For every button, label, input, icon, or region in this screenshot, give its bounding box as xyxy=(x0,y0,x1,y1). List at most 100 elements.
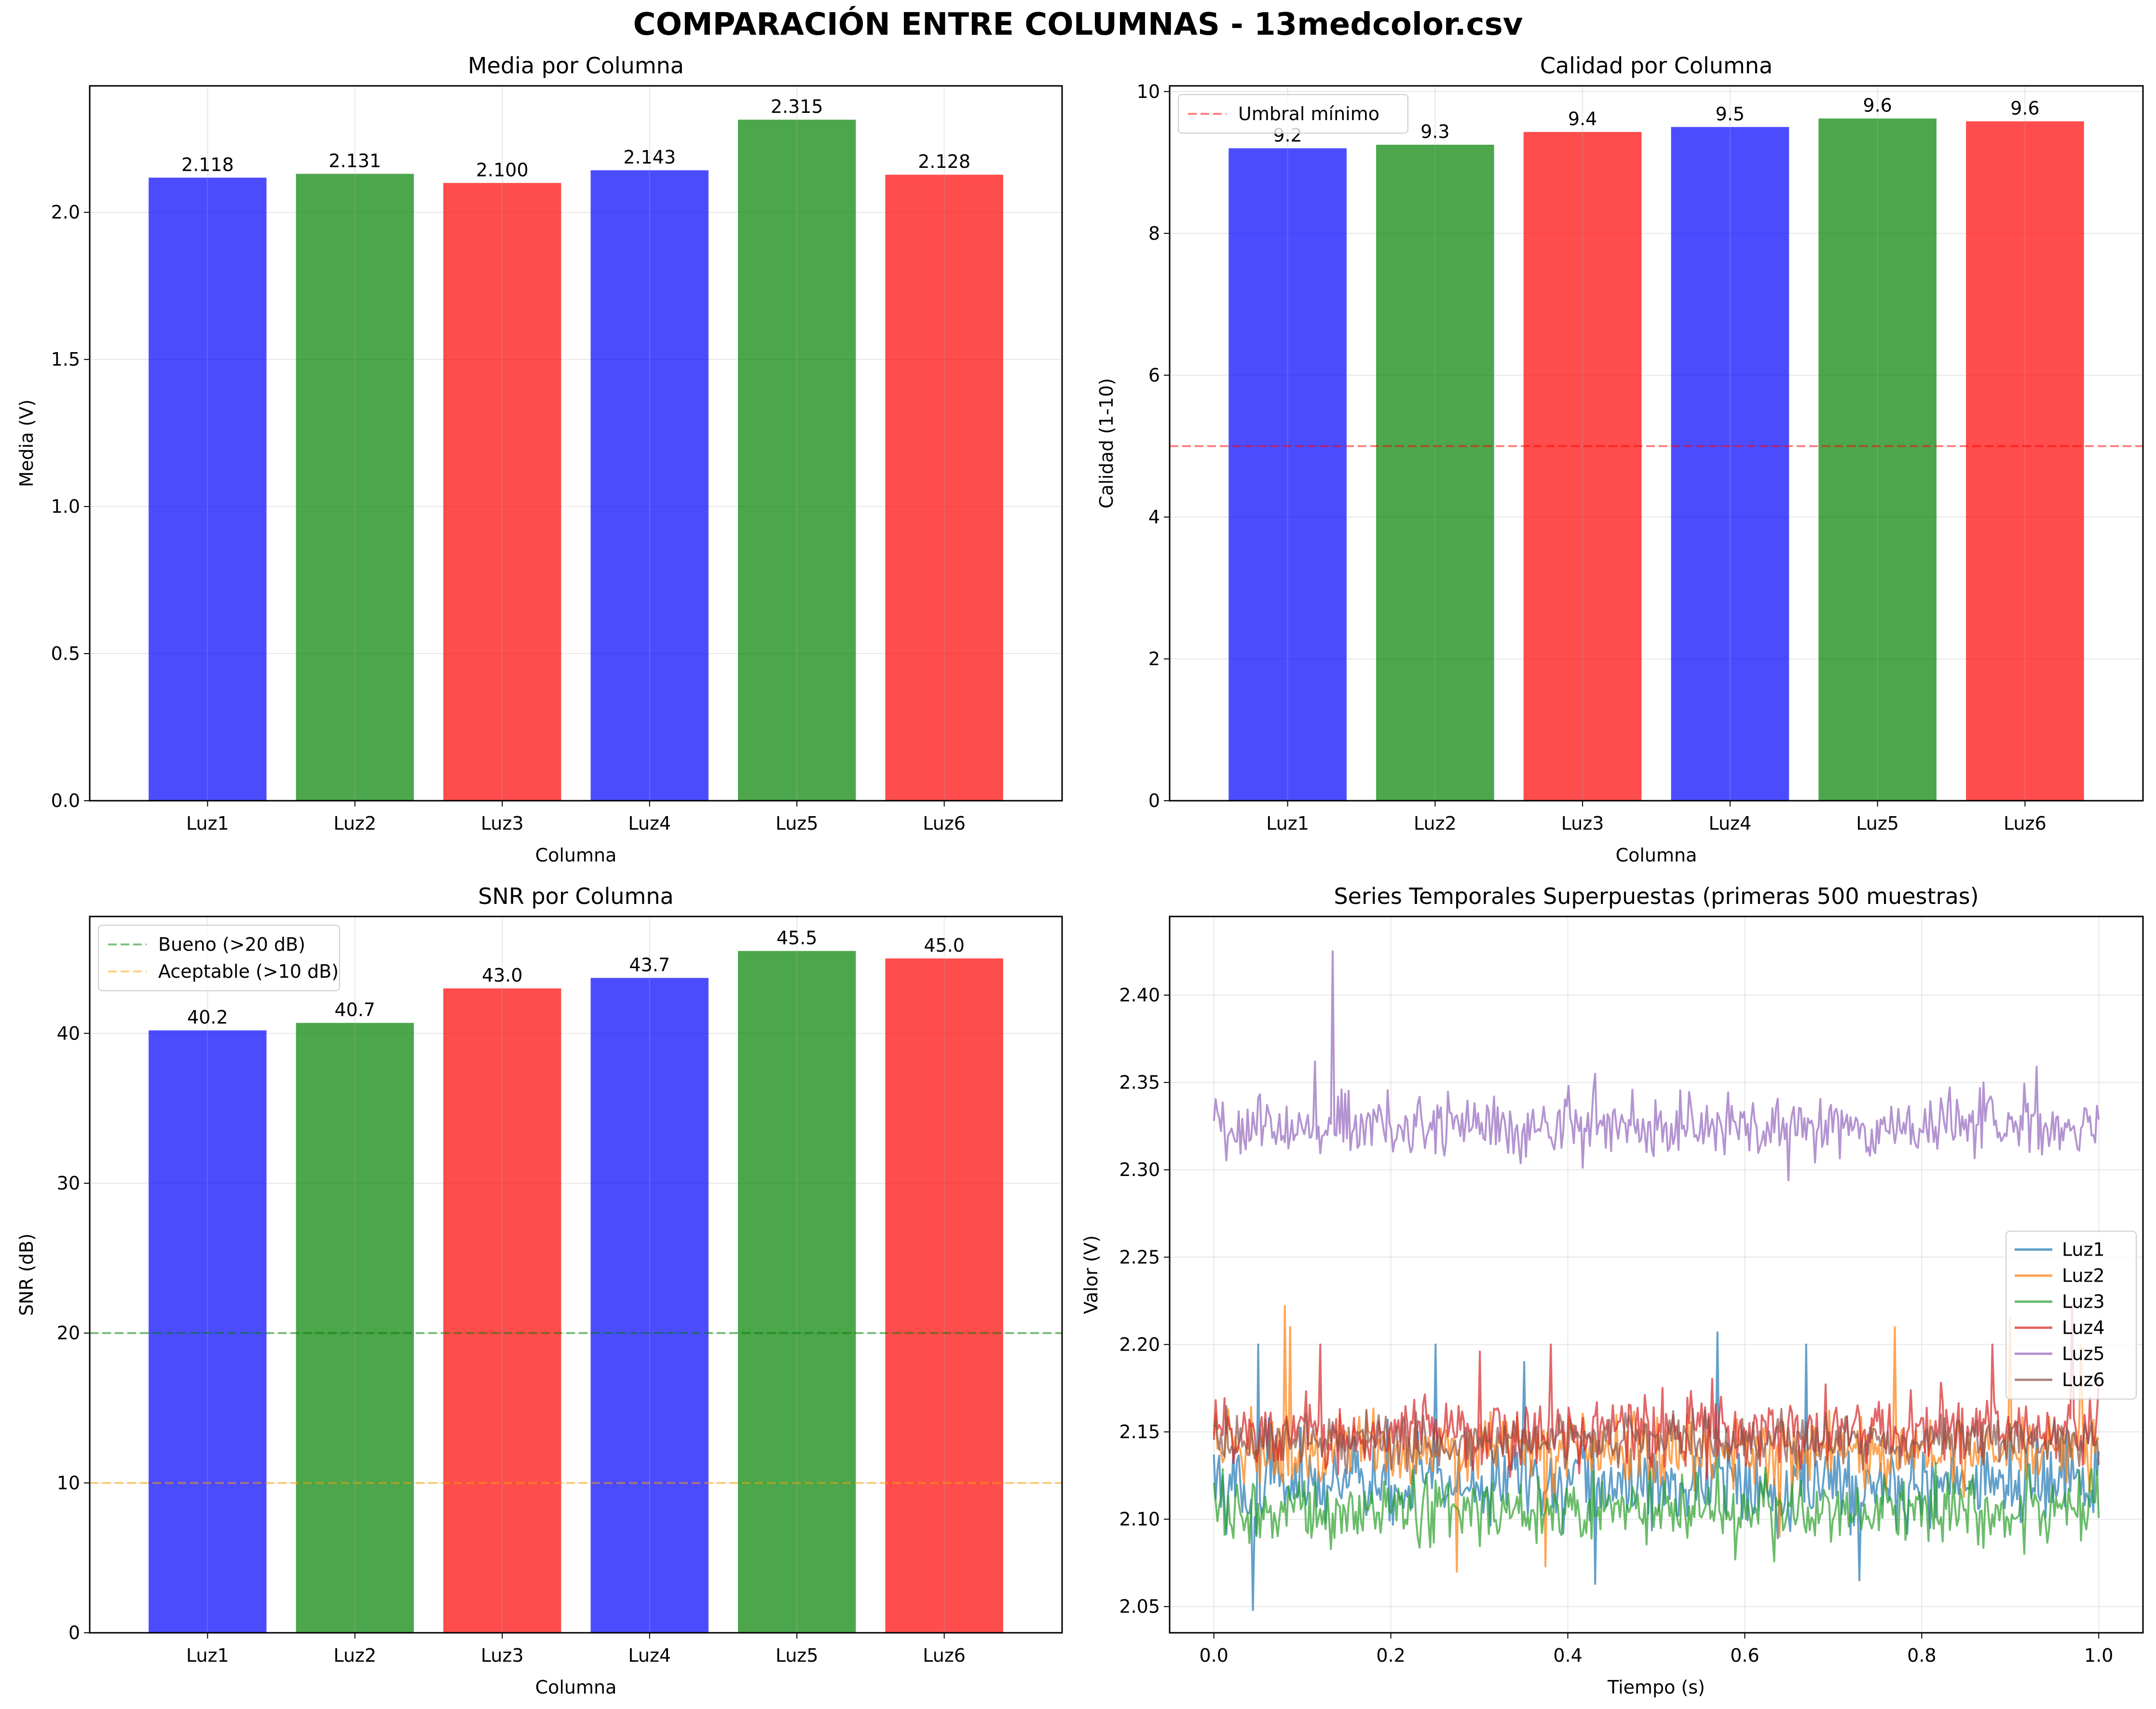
legend-label: Luz2 xyxy=(2062,1265,2105,1286)
bar-luz2 xyxy=(1376,145,1494,801)
bar-luz1 xyxy=(1228,148,1347,801)
bar-luz3 xyxy=(1523,132,1642,801)
x-tick-label: 0.4 xyxy=(1553,1645,1582,1666)
y-tick-label: 2.35 xyxy=(1119,1072,1160,1093)
axes-frame xyxy=(1169,85,2144,802)
x-tick-label: Luz1 xyxy=(186,813,229,834)
y-tick-label: 2.05 xyxy=(1119,1596,1160,1617)
y-tick-label: 1.0 xyxy=(51,496,80,517)
bar-luz2 xyxy=(296,1023,414,1633)
value-label: 2.315 xyxy=(771,96,823,117)
bar-luz4 xyxy=(590,170,709,801)
legend-box xyxy=(1178,94,1408,134)
value-label: 2.128 xyxy=(918,151,970,172)
x-axis-label: Columna xyxy=(535,845,617,866)
y-tick-label: 0 xyxy=(68,1622,80,1643)
legend-label: Umbral mínimo xyxy=(1238,103,1379,124)
y-tick-label: 2.0 xyxy=(51,202,80,223)
x-tick-label: Luz5 xyxy=(776,1645,819,1666)
figure-title: COMPARACIÓN ENTRE COLUMNAS - 13medcolor.… xyxy=(633,7,1523,42)
chart-4: 2.05 2.10 2.15 2.20 2.25 2.30 2.35 2.40 0.0 0.2 0.… xyxy=(1080,883,2144,1698)
value-label: 9.3 xyxy=(1420,121,1449,142)
y-axis-label: SNR (dB) xyxy=(16,1233,37,1316)
x-axis-label: Tiempo (s) xyxy=(1607,1677,1705,1698)
y-tick-label: 2.20 xyxy=(1119,1334,1160,1355)
y-tick-label: 0.0 xyxy=(51,790,80,811)
x-tick-label: Luz5 xyxy=(1856,813,1899,834)
x-tick-label: 0.2 xyxy=(1376,1645,1405,1666)
x-tick-label: Luz4 xyxy=(1709,813,1752,834)
legend-label: Luz4 xyxy=(2062,1317,2105,1339)
value-label: 2.131 xyxy=(328,150,381,171)
y-tick-label: 4 xyxy=(1148,506,1160,528)
axes-frame xyxy=(1169,916,2144,1634)
legend-label: Bueno (>20 dB) xyxy=(158,934,305,955)
legend: Bueno (>20 dB) Aceptable (>10 dB) xyxy=(98,925,340,991)
value-label: 2.100 xyxy=(476,159,529,180)
chart-title: Media por Columna xyxy=(468,53,684,79)
chart-3: 0 10 20 30 40 Luz1 Luz2 Luz3 Luz4 Luz5 Luz6 40.2 40.… xyxy=(16,883,1063,1698)
y-tick-label: 1.5 xyxy=(51,349,80,370)
legend-label: Luz1 xyxy=(2062,1239,2105,1260)
legend: Luz1 Luz2 Luz3 Luz4 Luz5 Luz6 xyxy=(2006,1230,2137,1400)
y-tick-label: 30 xyxy=(57,1173,80,1194)
y-axis-label: Media (V) xyxy=(16,399,37,487)
series-line-luz3 xyxy=(1213,1457,2100,1562)
value-label: 40.7 xyxy=(335,999,376,1021)
x-tick-label: Luz2 xyxy=(1414,813,1457,834)
x-tick-label: Luz6 xyxy=(923,1645,966,1666)
chart-title: Calidad por Columna xyxy=(1540,53,1773,79)
series-line-luz5 xyxy=(1213,950,2100,1181)
x-tick-label: Luz1 xyxy=(186,1645,229,1666)
x-tick-label: Luz3 xyxy=(1561,813,1604,834)
value-label: 9.6 xyxy=(1863,95,1892,116)
chart-1: 0.0 0.5 1.0 1.5 2.0 Luz1 Luz2 Luz3 Luz4 Luz5 Luz6 2… xyxy=(16,53,1063,866)
bar-luz4 xyxy=(590,978,709,1633)
x-tick-label: 0.8 xyxy=(1907,1645,1936,1666)
chart-title: SNR por Columna xyxy=(478,883,673,909)
y-tick-label: 2.10 xyxy=(1119,1509,1160,1530)
y-tick-label: 10 xyxy=(1137,81,1160,102)
x-tick-label: 1.0 xyxy=(2084,1645,2113,1666)
y-tick-label: 2.40 xyxy=(1119,984,1160,1006)
bar-luz3 xyxy=(443,988,561,1633)
legend: Umbral mínimo xyxy=(1178,94,1408,134)
value-label: 2.143 xyxy=(623,147,676,168)
axes-frame xyxy=(89,85,1063,802)
x-tick-label: Luz3 xyxy=(481,1645,524,1666)
y-tick-label: 10 xyxy=(57,1472,80,1493)
bar-luz3 xyxy=(443,183,561,801)
x-tick-label: Luz4 xyxy=(628,1645,671,1666)
y-tick-label: 2.25 xyxy=(1119,1246,1160,1268)
value-label: 45.5 xyxy=(777,927,818,948)
bar-luz4 xyxy=(1671,127,1789,801)
legend-box xyxy=(98,925,340,991)
x-tick-label: Luz5 xyxy=(776,813,819,834)
x-axis-label: Columna xyxy=(535,1677,617,1698)
bar-luz2 xyxy=(296,174,414,801)
series-line-luz2 xyxy=(1213,1305,2100,1573)
x-tick-label: Luz2 xyxy=(333,813,376,834)
y-tick-label: 2.15 xyxy=(1119,1421,1160,1442)
legend-box xyxy=(2006,1230,2137,1400)
y-tick-label: 20 xyxy=(57,1323,80,1344)
value-label: 2.118 xyxy=(181,154,234,175)
bar-luz6 xyxy=(885,958,1003,1633)
bar-luz5 xyxy=(738,120,856,801)
x-tick-label: Luz2 xyxy=(333,1645,376,1666)
value-label: 45.0 xyxy=(924,935,965,956)
y-axis-label: Calidad (1-10) xyxy=(1096,378,1117,508)
series-line-luz4 xyxy=(1213,1305,2100,1479)
value-label: 9.4 xyxy=(1568,109,1597,130)
y-tick-label: 0.5 xyxy=(51,643,80,664)
value-label: 9.5 xyxy=(1716,103,1745,124)
value-label: 43.7 xyxy=(629,954,670,975)
y-axis-label: Valor (V) xyxy=(1080,1235,1102,1314)
bar-luz5 xyxy=(738,951,856,1633)
bar-luz1 xyxy=(149,1030,267,1633)
legend-label: Luz3 xyxy=(2062,1291,2105,1313)
y-tick-label: 2.30 xyxy=(1119,1159,1160,1180)
x-axis-label: Columna xyxy=(1616,845,1697,866)
